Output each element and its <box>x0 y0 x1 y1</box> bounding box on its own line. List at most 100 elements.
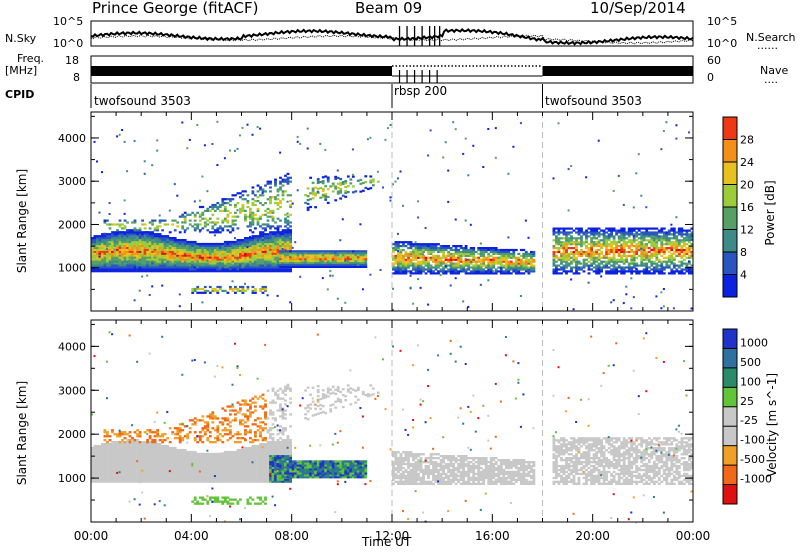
power-plot-cell <box>412 264 415 267</box>
power-plot-cell <box>193 213 197 216</box>
velocity-plot-cell <box>148 458 152 462</box>
power-plot-speckle <box>291 246 294 249</box>
power-plot-cell <box>166 237 170 240</box>
power-plot-cell <box>143 262 147 265</box>
power-plot-speckle <box>675 216 678 219</box>
power-plot-cell <box>459 250 463 254</box>
power-plot-speckle <box>635 172 638 175</box>
power-plot-cell <box>208 217 212 220</box>
power-plot-cell <box>407 254 410 257</box>
power-plot-cell <box>96 244 99 247</box>
power-plot-cell <box>447 247 450 250</box>
power-plot-cell <box>246 252 250 255</box>
power-plot-cell <box>176 268 180 271</box>
velocity-plot-cell <box>131 448 134 452</box>
power-plot-cell <box>289 233 292 236</box>
power-plot-cell <box>645 243 649 246</box>
power-plot-cell <box>264 258 267 261</box>
power-plot-cell <box>562 241 566 244</box>
power-plot-speckle <box>424 227 427 229</box>
velocity-plot-cell <box>111 454 114 458</box>
power-plot-cell <box>602 245 606 248</box>
power-plot-speckle <box>512 145 515 148</box>
power-plot-cell <box>276 229 280 232</box>
power-plot-cell <box>206 254 210 257</box>
power-plot-cell <box>620 266 624 269</box>
power-plot-cell <box>108 227 112 230</box>
power-plot-cell <box>249 252 252 255</box>
power-plot-speckle <box>647 232 650 234</box>
power-plot-cell <box>364 175 368 178</box>
power-plot-cell <box>482 260 486 263</box>
power-plot-cell <box>615 245 618 248</box>
power-plot-cell <box>577 266 581 269</box>
power-plot-cell <box>412 262 415 265</box>
power-plot-cell <box>652 272 656 275</box>
power-plot-cell <box>597 254 601 257</box>
velocity-plot-cell <box>148 450 152 454</box>
power-plot-cell <box>306 195 310 198</box>
power-plot-speckle <box>389 199 392 202</box>
velocity-plot-cell <box>123 454 127 458</box>
power-plot-cell <box>625 243 629 246</box>
power-plot-cell <box>256 254 260 257</box>
velocity-plot-cell <box>146 443 149 446</box>
power-plot-cell <box>201 266 205 269</box>
power-plot-cell <box>336 250 340 253</box>
power-plot-cell <box>201 270 205 273</box>
power-plot-cell <box>482 256 486 259</box>
power-plot-cell <box>361 250 365 253</box>
power-plot-cell <box>168 256 172 259</box>
power-plot-cell <box>557 248 561 252</box>
power-plot-cell <box>226 229 230 232</box>
power-plot-cell <box>249 207 252 210</box>
power-plot-cell <box>597 272 601 275</box>
power-plot-cell <box>336 190 340 193</box>
power-plot-cell <box>617 245 621 248</box>
power-plot-cell <box>650 237 654 240</box>
power-plot-cell <box>126 258 129 261</box>
power-plot-cell <box>188 256 192 259</box>
power-plot-cell <box>580 248 583 252</box>
velocity-plot-cell <box>101 446 104 450</box>
power-plot-cell <box>264 285 267 289</box>
power-plot-cell <box>151 244 154 247</box>
power-plot-cell <box>296 258 300 261</box>
power-plot-cell <box>269 202 272 205</box>
power-plot-cell <box>216 250 220 253</box>
power-plot-cell <box>454 264 458 267</box>
power-plot-cell <box>570 237 573 240</box>
power-plot-cell <box>173 248 177 251</box>
power-plot-cell <box>241 264 245 267</box>
power-plot-cell <box>264 268 267 271</box>
power-plot-speckle <box>675 124 678 127</box>
velocity-plot-cell <box>126 460 129 463</box>
power-plot-speckle <box>101 171 103 174</box>
velocity-plot-cell <box>103 480 107 483</box>
power-plot-speckle <box>462 300 465 303</box>
power-plot-cell <box>206 268 210 271</box>
power-plot-cell <box>226 209 230 212</box>
power-plot-cell <box>688 233 691 236</box>
power-plot-cell <box>301 256 305 259</box>
power-plot-cell <box>595 272 598 275</box>
power-plot-cell <box>153 239 157 242</box>
power-plot-cell <box>229 258 232 261</box>
power-plot-cell <box>244 242 247 246</box>
power-plot-cell <box>136 239 139 242</box>
power-plot-cell <box>98 256 102 259</box>
power-plot-cell <box>560 254 563 257</box>
power-plot-cell <box>181 250 185 253</box>
power-plot-cell <box>108 258 112 261</box>
power-plot-cell <box>163 264 167 267</box>
power-plot-cell <box>680 256 684 259</box>
power-plot-cell <box>191 240 195 244</box>
power-plot-cell <box>251 242 255 246</box>
power-plot-cell <box>672 256 676 259</box>
power-plot-cell <box>136 254 139 257</box>
power-plot-cell <box>371 184 375 187</box>
power-plot-cell <box>600 256 603 259</box>
power-plot-cell <box>276 233 280 236</box>
velocity-plot-cell <box>108 450 112 454</box>
velocity-plot-cell <box>121 476 124 479</box>
